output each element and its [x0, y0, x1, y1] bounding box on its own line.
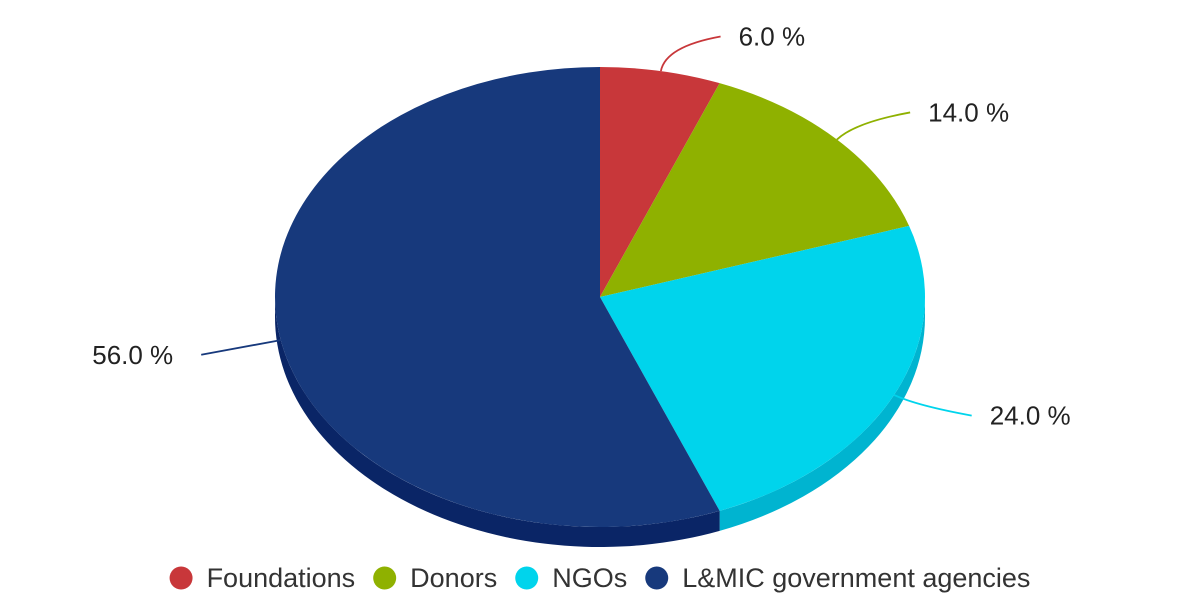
- legend-marker-3: [645, 566, 669, 590]
- data-label-1: 14.0 %: [928, 97, 1009, 127]
- legend-item-1: Donors: [373, 563, 497, 593]
- legend-marker-2: [515, 566, 539, 590]
- pie-slices: [275, 67, 925, 527]
- data-label-0: 6.0 %: [739, 22, 806, 52]
- data-label-3: 56.0 %: [92, 340, 173, 370]
- legend-item-2: NGOs: [515, 563, 627, 593]
- legend-label-2: NGOs: [552, 563, 627, 593]
- leader-line-3: [201, 339, 281, 356]
- leader-line-0: [660, 35, 721, 72]
- leader-lines: [201, 35, 972, 417]
- legend-label-3: L&MIC government agencies: [682, 563, 1030, 593]
- leader-line-2: [893, 394, 972, 417]
- legend-item-3: L&MIC government agencies: [645, 563, 1030, 593]
- data-label-2: 24.0 %: [990, 401, 1071, 431]
- pie-slice-2: [600, 225, 925, 511]
- slice-side-2: [719, 297, 925, 531]
- pie-3d-sides: [275, 297, 925, 547]
- legend: Foundations Donors NGOs L&MIC government ag…: [169, 563, 1030, 593]
- pie-slice-3: [275, 67, 720, 527]
- legend-marker-1: [373, 566, 397, 590]
- legend-label-1: Donors: [410, 563, 497, 593]
- data-labels: 6.0 % 14.0 % 24.0 % 56.0 %: [92, 22, 1070, 431]
- pie-slice-1: [600, 83, 910, 298]
- legend-label-0: Foundations: [207, 563, 356, 593]
- legend-marker-0: [169, 566, 193, 590]
- leader-line-1: [836, 111, 911, 141]
- slice-side-3: [275, 297, 720, 547]
- pie-slice-0: [600, 67, 720, 297]
- legend-item-0: Foundations: [169, 563, 356, 593]
